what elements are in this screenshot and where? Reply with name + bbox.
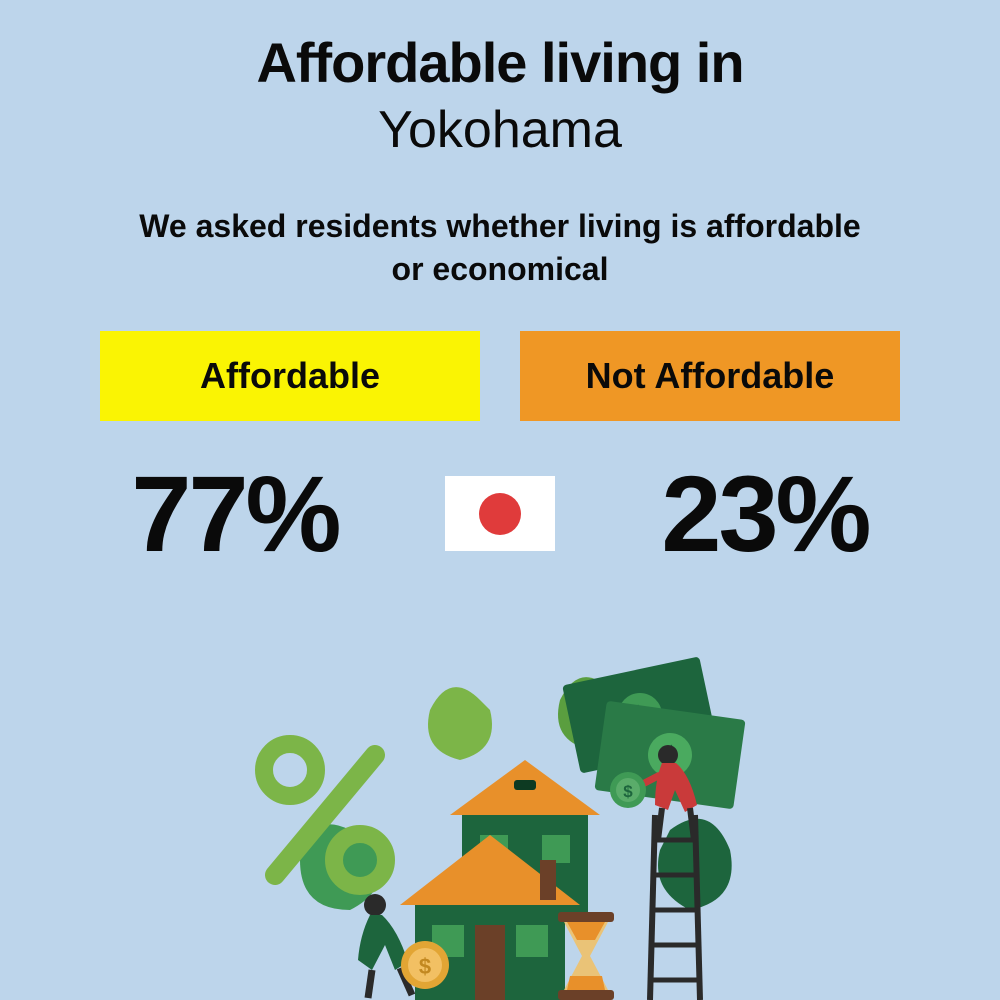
subtitle-text: We asked residents whether living is aff… [125,205,875,291]
not-affordable-percentage: 23% [575,451,955,576]
not-affordable-label-box: Not Affordable [520,331,900,421]
title-line1: Affordable living in [0,30,1000,95]
infographic-container: Affordable living in Yokohama We asked r… [0,0,1000,576]
hourglass-icon [558,912,614,1000]
title-city: Yokohama [0,100,1000,160]
percentage-row: 77% 23% [0,451,1000,576]
svg-text:$: $ [419,954,431,979]
svg-text:$: $ [623,782,633,801]
flag-circle [479,493,521,535]
affordable-percentage: 77% [45,451,425,576]
label-boxes-row: Affordable Not Affordable [0,331,1000,421]
housing-money-illustration: $ $ $ [200,650,800,1000]
japan-flag-icon [445,476,555,551]
affordable-label-box: Affordable [100,331,480,421]
